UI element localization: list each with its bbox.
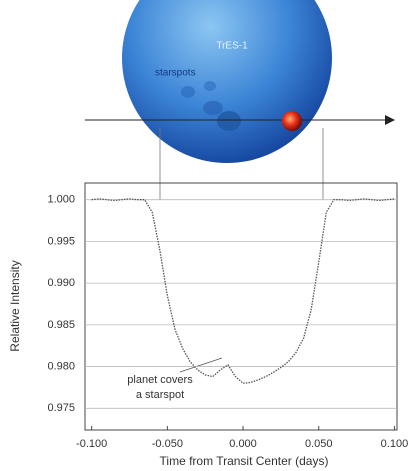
x-tick-label: 0.100 bbox=[381, 438, 409, 450]
annotation: planet covers bbox=[127, 374, 193, 386]
y-tick-label: 0.995 bbox=[47, 235, 75, 247]
x-tick-label: 0.050 bbox=[305, 438, 333, 450]
y-tick-label: 0.975 bbox=[47, 402, 75, 414]
plot-frame bbox=[85, 183, 397, 430]
star bbox=[122, 0, 332, 163]
x-axis-label: Time from Transit Center (days) bbox=[160, 454, 329, 468]
y-tick-label: 0.985 bbox=[47, 319, 75, 331]
y-tick-label: 1.000 bbox=[47, 194, 75, 206]
starspot bbox=[217, 111, 241, 131]
x-tick-label: -0.100 bbox=[76, 438, 107, 450]
annotation: a starspot bbox=[136, 389, 184, 401]
y-tick-label: 0.990 bbox=[47, 277, 75, 289]
y-tick-label: 0.980 bbox=[47, 360, 75, 372]
planet bbox=[282, 111, 302, 131]
spots-label: starspots bbox=[155, 68, 196, 79]
starspot bbox=[204, 81, 216, 91]
starspot bbox=[203, 101, 223, 115]
arrow-head bbox=[385, 115, 395, 125]
starspot bbox=[181, 86, 195, 98]
y-axis-label: Relative Intensity bbox=[8, 260, 22, 351]
annotation-pointer bbox=[180, 358, 222, 372]
light-curve bbox=[92, 199, 395, 383]
star-label: TrES-1 bbox=[216, 41, 248, 52]
x-tick-label: -0.050 bbox=[152, 438, 183, 450]
x-tick-label: 0.000 bbox=[229, 438, 257, 450]
figure: TrES-1 starspots Relative Intensity Time… bbox=[0, 0, 413, 471]
